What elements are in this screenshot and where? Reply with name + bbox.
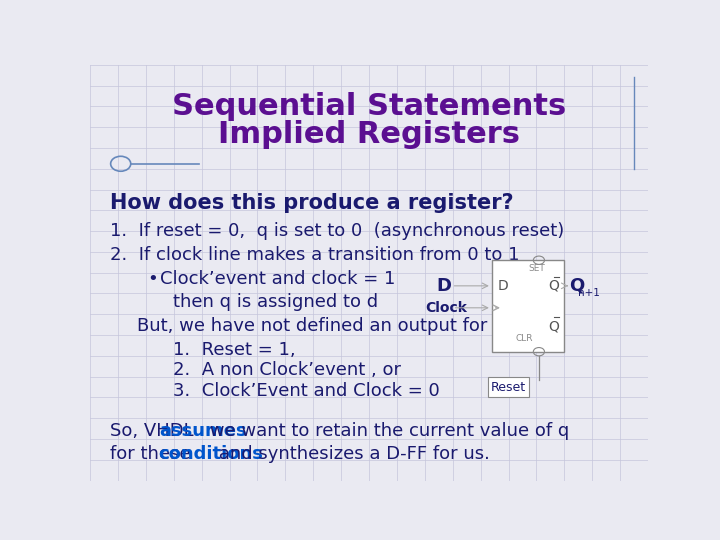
Text: So, VHDL: So, VHDL (109, 422, 199, 440)
Text: Clock: Clock (425, 301, 467, 315)
Text: D: D (498, 279, 508, 293)
Text: n+1: n+1 (578, 288, 600, 298)
Text: •: • (148, 269, 158, 287)
Text: conditions: conditions (158, 444, 264, 463)
Text: CLR: CLR (516, 334, 533, 343)
Text: SET: SET (528, 264, 545, 273)
Text: Q: Q (548, 279, 559, 293)
Text: we want to retain the current value of q: we want to retain the current value of q (204, 422, 570, 440)
Text: then q is assigned to d: then q is assigned to d (173, 293, 378, 311)
Text: 2.  If clock line makes a transition from 0 to 1: 2. If clock line makes a transition from… (109, 246, 519, 264)
Text: 1.  If reset = 0,  q is set to 0  (asynchronous reset): 1. If reset = 0, q is set to 0 (asynchro… (109, 222, 564, 240)
Text: D: D (436, 277, 451, 295)
FancyBboxPatch shape (492, 260, 564, 352)
Text: 3.  Clock’Event and Clock = 0: 3. Clock’Event and Clock = 0 (173, 382, 439, 400)
Text: Clock’event and clock = 1: Clock’event and clock = 1 (160, 269, 395, 287)
Text: assumes: assumes (160, 422, 248, 440)
Text: 2.  A non Clock’event , or: 2. A non Clock’event , or (173, 361, 400, 380)
Text: for these: for these (109, 444, 196, 463)
Text: But, we have not defined an output for: But, we have not defined an output for (138, 317, 488, 335)
Text: Reset: Reset (490, 381, 526, 394)
Text: and synthesizes a D-FF for us.: and synthesizes a D-FF for us. (213, 444, 490, 463)
Text: How does this produce a register?: How does this produce a register? (109, 193, 513, 213)
Text: Sequential Statements: Sequential Statements (172, 92, 566, 121)
Text: 1.  Reset = 1,: 1. Reset = 1, (173, 341, 295, 359)
Text: Q: Q (548, 319, 559, 333)
Text: Implied Registers: Implied Registers (218, 120, 520, 148)
Text: Q: Q (569, 277, 584, 295)
